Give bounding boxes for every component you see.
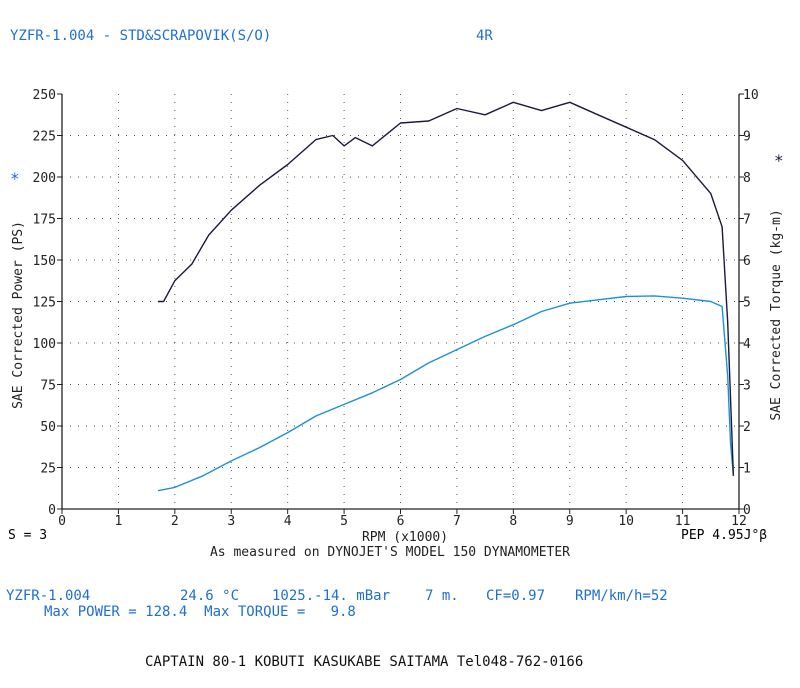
power-line bbox=[157, 295, 735, 492]
y-left-tick-label: 200 bbox=[33, 171, 56, 186]
x-tick-label: 8 bbox=[509, 514, 517, 529]
x-tick-label: 9 bbox=[566, 514, 574, 529]
y-right-tick-label: 10 bbox=[743, 88, 759, 103]
dyno-chart: 0 1 2 3 4 5 6 7 8 9 10 11 12025507510012515017520022… bbox=[10, 88, 784, 560]
torque-line bbox=[157, 101, 735, 476]
tick-labels: 0 1 2 3 4 5 6 7 8 9 10 11 12025507510012515017520022… bbox=[33, 88, 759, 529]
y-left-tick-label: 25 bbox=[40, 462, 56, 477]
x-tick-label: 4 bbox=[284, 514, 292, 529]
y-right-tick-label: 9 bbox=[743, 130, 751, 145]
grid bbox=[62, 94, 739, 509]
x-tick-label: 6 bbox=[397, 514, 405, 529]
y-left-tick-label: 225 bbox=[33, 130, 56, 145]
x-tick-label: 5 bbox=[340, 514, 348, 529]
x-tick-label: 0 bbox=[58, 514, 66, 529]
info-rpm-ratio: RPM/km/h=52 bbox=[575, 588, 668, 604]
y-right-tick-label: 8 bbox=[743, 171, 751, 186]
y-left-tick-label: 125 bbox=[33, 296, 56, 311]
shop-info: CAPTAIN 80-1 KOBUTI KASUKABE SAITAMA Tel… bbox=[145, 654, 584, 670]
series-lines bbox=[157, 101, 735, 492]
left-axis-star: * bbox=[10, 169, 20, 188]
pep-label: PEP 4.95J°β bbox=[681, 528, 768, 543]
chart-subtitle: As measured on DYNOJET'S MODEL 150 DYNAM… bbox=[210, 545, 570, 560]
x-tick-label: 2 bbox=[171, 514, 179, 529]
info-pressure: 1025.-14. mBar bbox=[272, 588, 391, 604]
run-code: 4R bbox=[476, 28, 493, 44]
info-temp: 24.6 °C bbox=[180, 588, 240, 604]
y-right-tick-label: 3 bbox=[743, 379, 751, 394]
y-axis-label-left: SAE Corrected Power (PS) bbox=[11, 221, 26, 409]
y-right-tick-label: 5 bbox=[743, 296, 751, 311]
x-tick-label: 11 bbox=[675, 514, 691, 529]
info-model: YZFR-1.004 bbox=[6, 588, 91, 604]
y-right-tick-label: 6 bbox=[743, 254, 751, 269]
y-left-tick-label: 150 bbox=[33, 254, 56, 269]
x-tick-label: 12 bbox=[731, 514, 747, 529]
x-axis-label: RPM (x1000) bbox=[362, 530, 448, 545]
x-tick-label: 1 bbox=[115, 514, 123, 529]
x-tick-label: 3 bbox=[227, 514, 235, 529]
y-left-tick-label: 50 bbox=[40, 420, 56, 435]
right-axis-star: * bbox=[774, 151, 784, 170]
y-right-tick-label: 4 bbox=[743, 337, 751, 352]
y-left-tick-label: 100 bbox=[33, 337, 56, 352]
y-left-tick-label: 75 bbox=[40, 379, 56, 394]
smoothing-label: S = 3 bbox=[8, 528, 48, 543]
y-right-tick-label: 7 bbox=[743, 213, 751, 228]
y-left-tick-label: 0 bbox=[48, 503, 56, 518]
y-left-tick-label: 175 bbox=[33, 213, 56, 228]
x-tick-label: 10 bbox=[618, 514, 634, 529]
y-right-tick-label: 1 bbox=[743, 462, 751, 477]
y-axis-label-right: SAE Corrected Torque (kg-m) bbox=[769, 209, 784, 420]
info-cf: CF=0.97 bbox=[486, 588, 546, 604]
info-altitude: 7 m. bbox=[425, 588, 459, 604]
chart-title: YZFR-1.004 - STD&SCRAPOVIK(S/O) bbox=[10, 28, 272, 44]
x-tick-label: 7 bbox=[453, 514, 461, 529]
y-left-tick-label: 250 bbox=[33, 88, 56, 103]
max-power-torque: Max POWER = 128.4 Max TORQUE = 9.8 bbox=[44, 604, 356, 620]
y-right-tick-label: 2 bbox=[743, 420, 751, 435]
y-right-tick-label: 0 bbox=[743, 503, 751, 518]
